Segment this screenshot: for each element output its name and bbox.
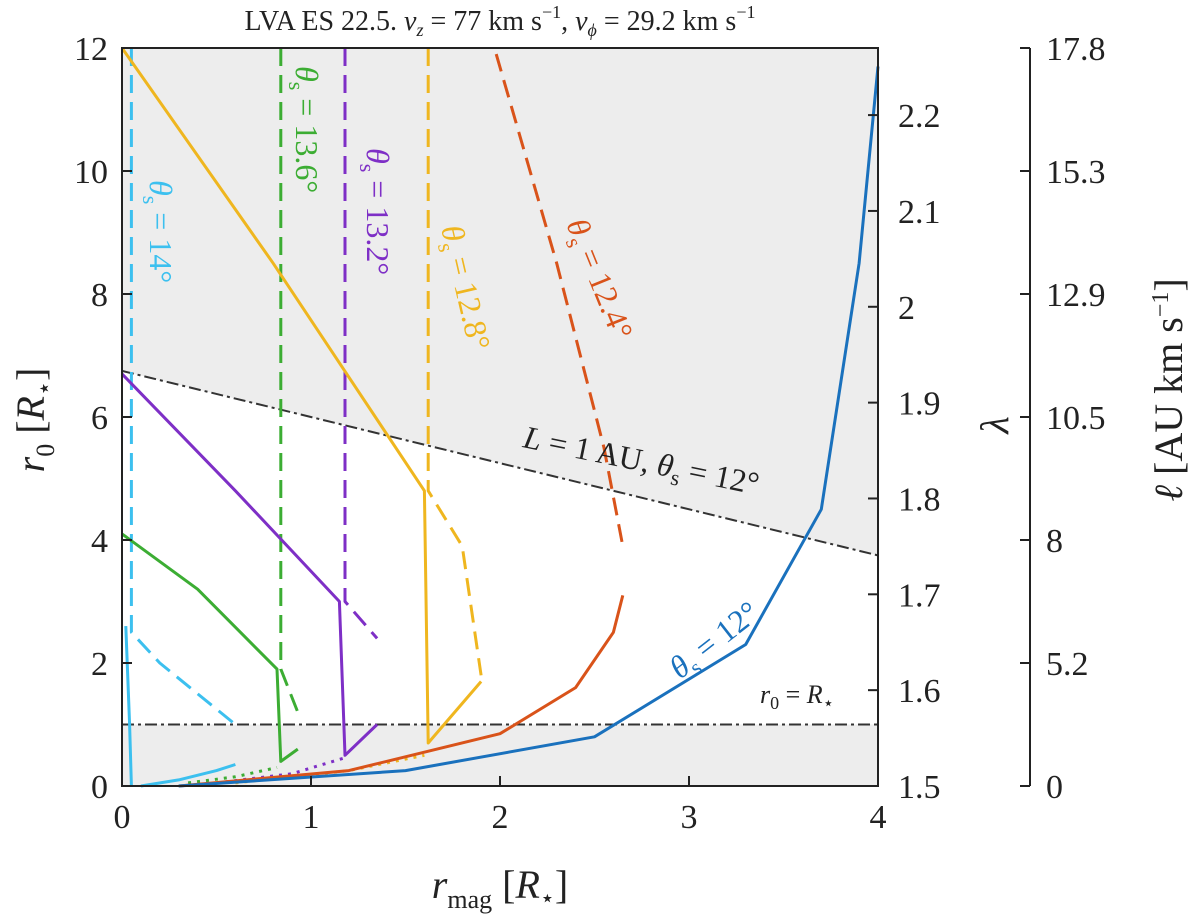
lambda-tick-label: 1.7 (898, 577, 941, 614)
ell-tick-label: 5.2 (1046, 646, 1089, 683)
lambda-tick-label: 2.1 (898, 194, 941, 231)
x-tick-label: 1 (303, 799, 320, 836)
shaded-region-below-rstar (122, 724, 878, 786)
y-tick-label: 12 (74, 31, 108, 68)
lambda-tick-label: 1.8 (898, 481, 941, 518)
y-axis-label: r0 [R⋆] (8, 368, 60, 473)
series-dashed-theta-13-2 (343, 48, 379, 640)
label-theta-13-2: θs = 13.2° (355, 148, 396, 275)
ell-tick-label: 15.3 (1046, 154, 1106, 191)
y-tick-label: 6 (91, 400, 108, 437)
y-tick-label: 0 (91, 769, 108, 806)
x-tick-label: 3 (681, 799, 698, 836)
x-tick-label: 2 (492, 799, 509, 836)
x-tick-label: 0 (114, 799, 131, 836)
series-solid-theta-14 (124, 626, 133, 787)
chart-title: LVA ES 22.5. vz = 77 km s−1, vϕ = 29.2 k… (245, 2, 756, 40)
ell-tick-label: 8 (1046, 523, 1063, 560)
series-solid-low-theta-14 (140, 763, 236, 788)
y-tick-label: 8 (91, 277, 108, 314)
series-solid-theta-12-8 (120, 47, 483, 745)
y-tick-label: 2 (91, 646, 108, 683)
series-dashed-theta-12-4 (494, 53, 625, 547)
x-axis-label: rmag [R⋆] (432, 862, 568, 914)
label-theta-13-6: θs = 13.6° (284, 66, 325, 193)
lambda-tick-label: 1.5 (898, 769, 941, 806)
series-solid-theta-12 (178, 66, 880, 788)
series-solid-theta-13-6 (121, 532, 299, 763)
ell-tick-label: 12.9 (1046, 277, 1106, 314)
series-solid-theta-12-4 (178, 595, 625, 788)
lambda-tick-label: 1.6 (898, 673, 941, 710)
ell-tick-label: 17.8 (1046, 31, 1106, 68)
series-solid-theta-13-2 (120, 372, 379, 757)
ticks-layer: 0 1 2 3 40246810121.51.61.71.81.922.12.205.2… (74, 31, 1106, 836)
y-tick-label: 4 (91, 523, 108, 560)
annotation-r0-eq-rstar: r0 = R⋆ (760, 680, 834, 713)
series-dashed-theta-13-6 (279, 48, 300, 713)
ell-tick-label: 10.5 (1046, 400, 1106, 437)
lambda-tick-label: 1.9 (898, 386, 941, 423)
ell-tick-label: 0 (1046, 769, 1063, 806)
series-layer (120, 47, 880, 788)
series-dashed-theta-12-8 (426, 48, 483, 676)
lambda-tick-label: 2.2 (898, 98, 941, 135)
ell-axis-label: ℓ [AU km s−1] (1146, 278, 1191, 501)
reference-line-L-1AU (121, 369, 879, 557)
lambda-axis-label: λ (972, 416, 1017, 434)
shaded-region-above-L-line (122, 48, 878, 556)
label-theta-14: θs = 14° (138, 180, 179, 283)
lambda-tick-label: 2 (898, 290, 915, 327)
y-tick-label: 10 (74, 154, 108, 191)
series-dashed-theta-14 (129, 48, 237, 726)
series-dotted-theta-13-6 (187, 766, 278, 785)
x-tick-label: 4 (870, 799, 887, 836)
